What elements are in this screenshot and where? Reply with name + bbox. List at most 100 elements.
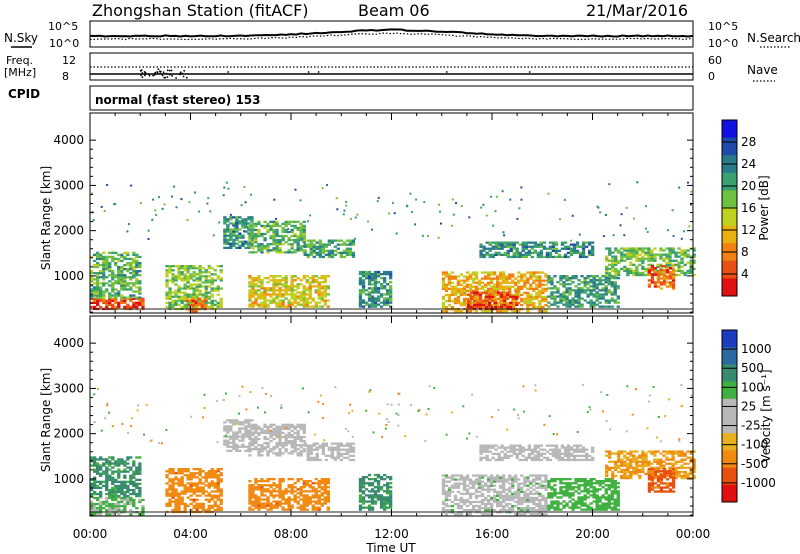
heatmap-cell bbox=[644, 273, 648, 277]
heatmap-cell bbox=[529, 287, 533, 290]
heatmap-cell bbox=[232, 447, 236, 450]
heatmap-cell bbox=[117, 265, 121, 269]
heatmap-cell bbox=[278, 454, 282, 457]
heatmap-cell bbox=[248, 492, 252, 495]
heatmap-cell bbox=[96, 492, 100, 496]
heatmap-cell bbox=[517, 478, 521, 481]
heatmap-cell bbox=[213, 287, 217, 290]
heatmap-cell bbox=[299, 237, 303, 240]
heatmap-cell bbox=[251, 285, 255, 288]
heatmap-cell bbox=[692, 261, 696, 264]
heatmap-cell bbox=[272, 230, 276, 234]
heatmap-cell bbox=[487, 507, 491, 510]
heatmap-cell bbox=[114, 478, 118, 481]
heatmap-cell bbox=[598, 283, 602, 286]
heatmap-cell bbox=[223, 220, 227, 223]
heatmap-cell bbox=[213, 279, 217, 282]
heatmap-cell bbox=[305, 289, 309, 292]
heatmap-cell bbox=[616, 305, 620, 308]
heatmap-cell bbox=[575, 249, 580, 252]
heatmap-cell bbox=[96, 274, 100, 277]
heatmap-cell bbox=[591, 251, 595, 254]
heatmap-cell bbox=[456, 482, 461, 485]
heatmap-cell bbox=[367, 478, 372, 481]
heatmap-cell bbox=[183, 283, 187, 286]
heatmap-cell bbox=[441, 297, 446, 301]
heatmap-cell bbox=[223, 238, 227, 241]
heatmap-cell bbox=[541, 297, 545, 301]
heatmap-cell bbox=[299, 299, 303, 302]
heatmap-cell bbox=[569, 243, 574, 246]
heatmap-cell bbox=[171, 295, 175, 298]
heatmap-cell bbox=[485, 253, 489, 256]
heatmap-cell bbox=[120, 460, 124, 463]
heatmap-cell bbox=[299, 232, 303, 236]
heatmap-speckle bbox=[307, 220, 310, 223]
heatmap-cell bbox=[229, 441, 233, 444]
heatmap-cell bbox=[99, 466, 103, 469]
heatmap-cell bbox=[207, 297, 211, 300]
heatmap-cell bbox=[263, 239, 267, 242]
heatmap-cell bbox=[506, 303, 510, 306]
heatmap-cell bbox=[198, 299, 202, 302]
heatmap-cell bbox=[203, 306, 207, 309]
heatmap-cell bbox=[444, 513, 449, 516]
heatmap-cell bbox=[550, 277, 554, 280]
heatmap-cell bbox=[251, 277, 255, 280]
heatmap-cell bbox=[370, 506, 375, 509]
heatmap-cell bbox=[674, 255, 678, 258]
heatmap-cell bbox=[479, 452, 483, 455]
heatmap-cell bbox=[266, 488, 270, 491]
heatmap-cell bbox=[517, 486, 521, 489]
heatmap-cell bbox=[364, 293, 369, 296]
heatmap-cell bbox=[668, 251, 672, 254]
heatmap-cell bbox=[278, 303, 282, 306]
heatmap-speckle bbox=[409, 192, 412, 195]
heatmap-cell bbox=[529, 486, 533, 489]
heatmap-cell bbox=[545, 247, 550, 250]
heatmap-cell bbox=[494, 245, 498, 248]
heatmap-cell bbox=[195, 506, 199, 509]
heatmap-cell bbox=[538, 291, 542, 294]
heatmap-cell bbox=[468, 310, 473, 313]
nave-dot bbox=[140, 74, 142, 77]
heatmap-cell bbox=[547, 281, 551, 284]
heatmap-cell bbox=[611, 257, 615, 260]
heatmap-cell bbox=[502, 310, 506, 313]
heatmap-cell bbox=[376, 287, 381, 290]
heatmap-cell bbox=[290, 484, 294, 487]
heatmap-cell bbox=[559, 299, 563, 302]
heatmap-cell bbox=[299, 440, 303, 443]
heatmap-cell bbox=[453, 484, 458, 487]
heatmap-cell bbox=[556, 301, 560, 304]
heatmap-cell bbox=[93, 272, 97, 275]
heatmap-cell bbox=[538, 304, 542, 307]
power-colorbar-label: Power [dB] bbox=[757, 175, 771, 240]
heatmap-cell bbox=[171, 299, 175, 302]
heatmap-cell bbox=[290, 444, 294, 447]
heatmap-cell bbox=[320, 502, 324, 505]
heatmap-cell bbox=[623, 265, 627, 268]
heatmap-cell bbox=[111, 476, 115, 479]
heatmap-cell bbox=[364, 476, 369, 479]
heatmap-cell bbox=[204, 271, 208, 274]
heatmap-cell bbox=[317, 297, 321, 300]
heatmap-cell bbox=[336, 446, 340, 449]
heatmap-cell bbox=[500, 446, 504, 449]
heatmap-cell bbox=[376, 484, 381, 487]
heatmap-cell bbox=[647, 263, 651, 266]
heatmap-cell bbox=[302, 226, 306, 230]
heatmap-cell bbox=[290, 220, 294, 223]
heatmap-cell bbox=[168, 297, 172, 300]
heatmap-cell bbox=[680, 265, 684, 268]
heatmap-cell bbox=[586, 287, 590, 290]
heatmap-cell bbox=[198, 279, 202, 282]
heatmap-cell bbox=[126, 490, 130, 494]
heatmap-cell bbox=[120, 278, 124, 281]
heatmap-cell bbox=[114, 496, 118, 500]
heatmap-cell bbox=[656, 265, 660, 268]
heatmap-cell bbox=[358, 301, 363, 304]
heatmap-cell bbox=[668, 249, 672, 252]
heatmap-cell bbox=[198, 273, 202, 276]
heatmap-cell bbox=[96, 502, 100, 506]
